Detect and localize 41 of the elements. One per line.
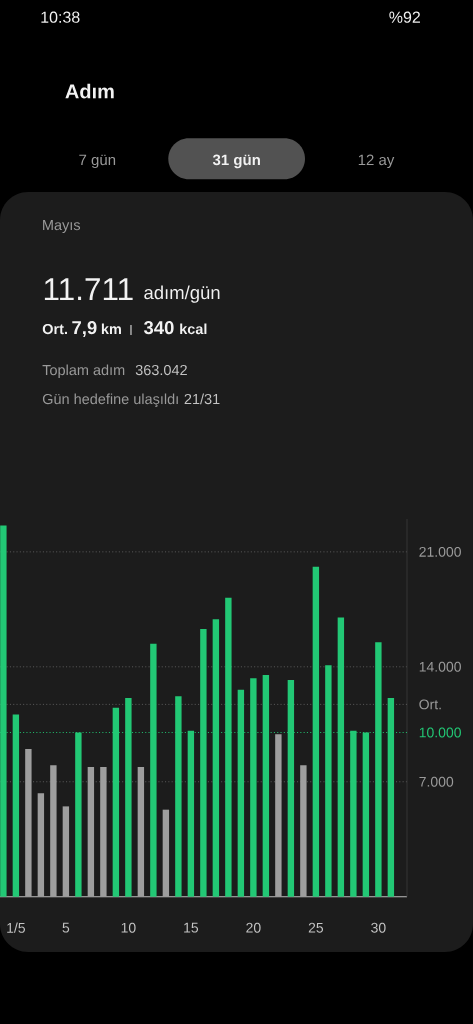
text: 31 gün (212, 154, 260, 169)
text: adım/gün (144, 285, 220, 303)
text: Ort. (42, 323, 67, 335)
chart-subtitle: Mayıs (43, 220, 81, 234)
text: 340 (143, 321, 174, 335)
bar (87, 766, 95, 897)
x-tick-label: 15 (184, 922, 199, 933)
bar (25, 748, 32, 897)
x-tick-label: 20 (246, 922, 261, 933)
bar (62, 806, 70, 897)
text: 10:38 (41, 11, 80, 23)
x-tick-label: 25 (308, 922, 324, 933)
text: %92 (389, 11, 420, 23)
text: 7 gün (79, 154, 116, 169)
bar (162, 809, 170, 897)
x-tick-label: 30 (371, 922, 386, 933)
chart-title: Adım (65, 83, 114, 99)
text: kcal (180, 323, 207, 335)
bar (300, 765, 307, 897)
bar (375, 642, 382, 897)
bar (137, 766, 145, 897)
text: 12 ay (358, 154, 395, 169)
ref-line-label: 10.000 (419, 727, 461, 738)
text: 11.711 (44, 278, 133, 301)
y-tick-label: 21.000 (419, 546, 461, 557)
y-tick-label: 14.000 (419, 661, 461, 672)
bar (100, 766, 107, 897)
text: 363.042 (135, 364, 187, 376)
text: Toplam adım (42, 364, 125, 379)
text: Gün hedefine ulaşıldı (42, 393, 178, 408)
bar (50, 765, 57, 897)
ref-line-label: Ort. (419, 699, 441, 710)
text: 21/31 (184, 393, 220, 405)
x-tick-label: 5 (62, 922, 70, 933)
text: km (101, 323, 121, 335)
y-tick-label: 7.000 (419, 776, 454, 787)
bar (275, 734, 282, 897)
bar (37, 793, 45, 897)
text: 7,9 (72, 321, 97, 337)
x-tick-label: 1/5 (7, 922, 26, 933)
x-tick-label: 10 (121, 922, 136, 933)
